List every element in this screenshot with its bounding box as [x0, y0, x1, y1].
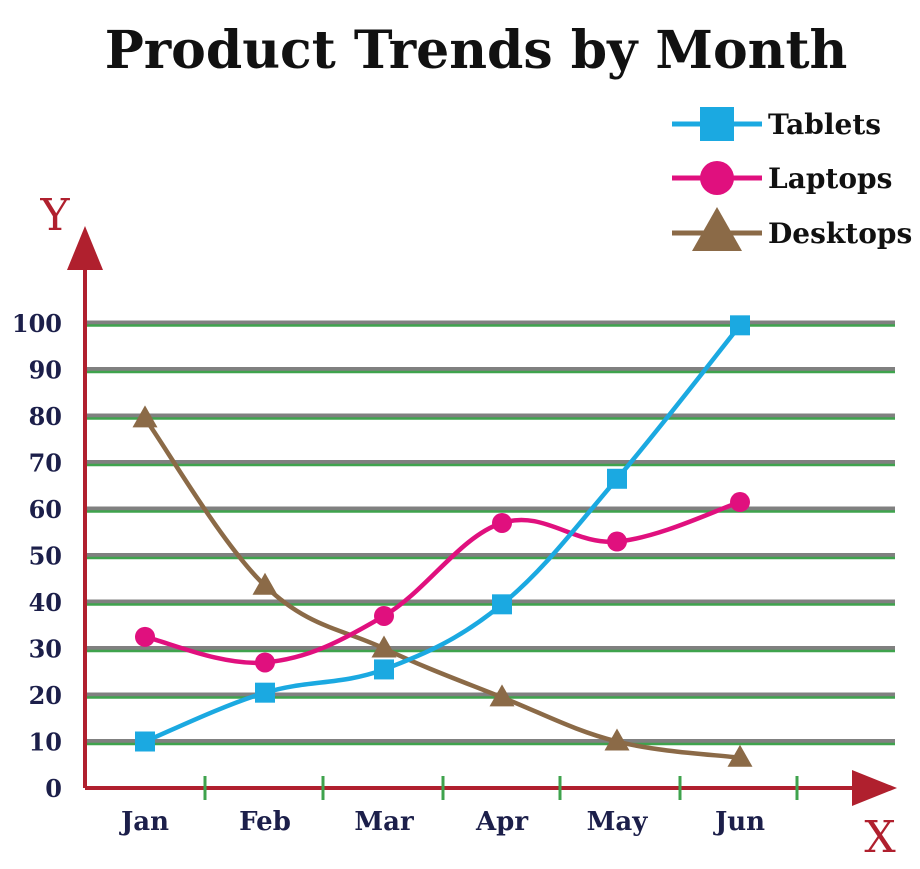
gridline	[85, 367, 895, 374]
data-point	[489, 684, 515, 707]
gridline	[85, 739, 895, 746]
y-tick-label: 20	[29, 681, 62, 710]
legend: Tablets Laptops Desktops	[672, 107, 912, 251]
y-axis-arrow	[67, 226, 103, 270]
x-tick-label: Jun	[713, 807, 765, 837]
x-tick-label: Mar	[354, 807, 414, 837]
y-tick-label: 30	[29, 635, 62, 664]
y-axis-label: Y	[39, 190, 70, 241]
x-tick-label: Jan	[119, 807, 169, 837]
y-tick-label: 10	[29, 728, 62, 757]
data-point	[492, 594, 512, 615]
legend-item: Desktops	[672, 207, 912, 251]
data-point	[135, 626, 155, 647]
legend-label: Tablets	[768, 108, 881, 141]
series-tablets	[135, 315, 750, 752]
gridline	[85, 460, 895, 467]
data-point	[604, 728, 630, 751]
legend-marker	[692, 207, 742, 251]
gridline	[85, 646, 895, 653]
data-point	[607, 468, 627, 489]
legend-label: Desktops	[768, 217, 912, 250]
x-tick-label: May	[587, 807, 649, 837]
series-desktops	[132, 405, 753, 767]
x-axis-label: X	[864, 812, 896, 863]
y-tick-label: 70	[29, 449, 62, 478]
series-laptops	[135, 492, 750, 673]
data-point	[255, 682, 275, 703]
gridline	[85, 692, 895, 699]
gridlines	[85, 320, 895, 746]
gridline	[85, 320, 895, 327]
x-tick-label: Apr	[475, 807, 528, 837]
data-point	[374, 659, 394, 680]
legend-label: Laptops	[768, 162, 892, 195]
chart-title: Product Trends by Month	[105, 20, 848, 81]
x-axis-arrow	[852, 770, 897, 806]
gridline	[85, 506, 895, 513]
y-tick-label: 100	[12, 309, 62, 338]
data-point	[730, 492, 750, 513]
y-tick-label: 50	[29, 542, 62, 571]
legend-item: Tablets	[672, 107, 881, 141]
series-line	[144, 499, 741, 666]
series-line	[143, 417, 741, 761]
y-tick-label: 60	[29, 495, 62, 524]
axes: 0 10 20 30 40 50 60 70 80 90 100 Jan Feb Mar Apr May Jun	[12, 226, 897, 837]
x-tick-label: Feb	[239, 807, 291, 837]
gridline	[85, 553, 895, 560]
data-point	[371, 635, 397, 658]
data-point	[607, 531, 627, 552]
data-point	[255, 652, 275, 673]
y-tick-label: 80	[29, 402, 62, 431]
data-point	[492, 512, 512, 533]
data-point	[730, 315, 750, 336]
y-tick-label: 40	[29, 588, 62, 617]
y-tick-label: 0	[45, 774, 62, 803]
gridline	[85, 599, 895, 606]
legend-marker	[700, 161, 734, 195]
data-point	[132, 405, 158, 428]
data-point	[135, 731, 155, 752]
data-point	[252, 572, 278, 595]
legend-marker	[700, 107, 734, 141]
gridline	[85, 413, 895, 420]
data-point	[374, 605, 394, 626]
series-layer	[132, 315, 753, 767]
y-tick-label: 90	[29, 356, 62, 385]
data-point	[727, 744, 753, 767]
legend-item: Laptops	[672, 161, 892, 195]
